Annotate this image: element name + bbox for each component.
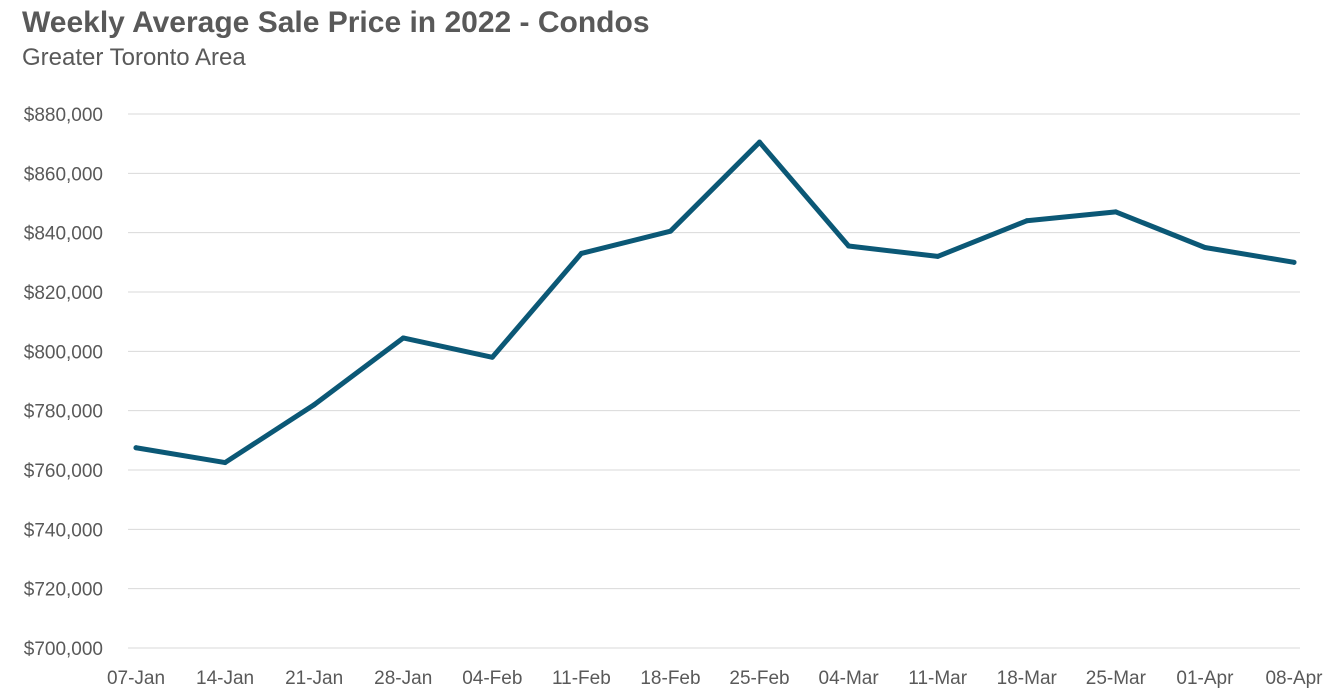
x-tick-label: 11-Mar — [908, 668, 967, 689]
x-tick-label: 01-Apr — [1176, 668, 1234, 689]
data-point — [578, 250, 584, 256]
x-tick-label: 07-Jan — [107, 668, 165, 689]
x-tick-label: 14-Jan — [196, 668, 254, 689]
x-tick-label: 21-Jan — [285, 668, 343, 689]
y-tick-label: $720,000 — [24, 580, 103, 601]
y-tick-label: $860,000 — [24, 164, 103, 185]
data-point — [400, 335, 406, 341]
y-axis-tick-labels: $700,000 $720,000 $740,000 $760,000 $780,000… — [24, 105, 103, 660]
x-tick-label: 08-Apr — [1265, 668, 1323, 689]
series-line — [133, 139, 1297, 466]
x-tick-label: 28-Jan — [374, 668, 432, 689]
x-axis-tick-labels: 07-Jan 14-Jan 21-Jan 28-Jan 04-Feb 11-Feb 18-F… — [107, 668, 1323, 689]
y-tick-label: $740,000 — [24, 520, 103, 541]
data-point — [935, 253, 941, 259]
y-tick-label: $760,000 — [24, 461, 103, 482]
gridlines — [128, 113, 1300, 649]
data-point — [757, 139, 763, 145]
x-tick-label: 11-Feb — [552, 668, 611, 689]
y-tick-label: $820,000 — [24, 283, 103, 304]
data-point — [1291, 259, 1297, 265]
data-point — [133, 445, 139, 451]
x-tick-label: 25-Mar — [1086, 668, 1147, 689]
series — [133, 139, 1297, 466]
data-point — [311, 402, 317, 408]
x-tick-label: 25-Feb — [729, 668, 789, 689]
x-tick-label: 04-Feb — [462, 668, 522, 689]
data-point — [1202, 245, 1208, 250]
data-point — [1024, 218, 1030, 224]
x-tick-label: 04-Mar — [819, 668, 880, 689]
x-tick-label: 18-Mar — [997, 668, 1058, 689]
chart-title: Weekly Average Sale Price in 2022 - Cond… — [22, 6, 650, 39]
y-tick-label: $700,000 — [24, 639, 103, 660]
data-point — [489, 354, 495, 360]
data-point — [846, 243, 852, 249]
data-point — [667, 228, 673, 234]
y-tick-label: $880,000 — [24, 105, 103, 126]
data-point — [222, 460, 228, 466]
y-tick-label: $780,000 — [24, 402, 103, 423]
x-tick-label: 18-Feb — [640, 668, 700, 689]
chart-subtitle: Greater Toronto Area — [22, 44, 246, 71]
y-tick-label: $840,000 — [24, 224, 103, 245]
data-point — [1113, 209, 1119, 215]
y-tick-label: $800,000 — [24, 342, 103, 363]
